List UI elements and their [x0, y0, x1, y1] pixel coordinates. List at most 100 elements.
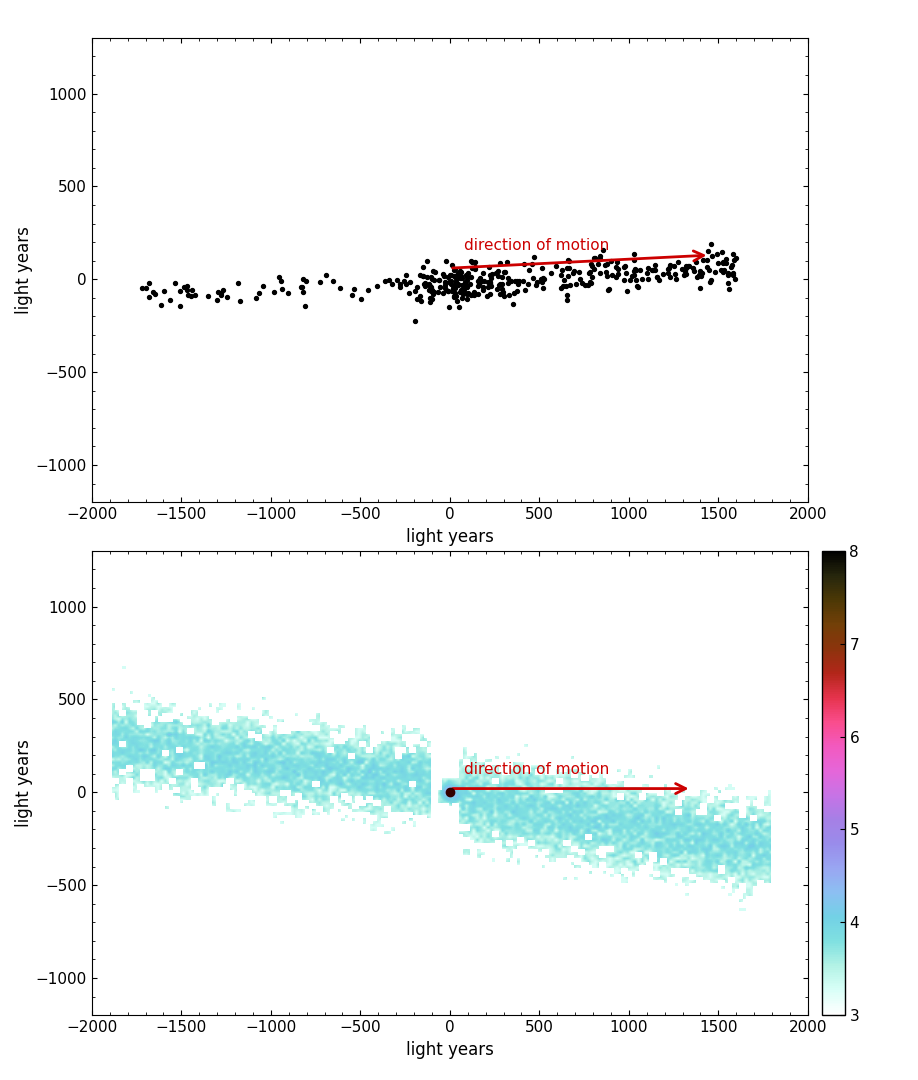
Point — [715, 253, 730, 270]
Point — [600, 267, 615, 284]
Point — [710, 245, 724, 262]
Point — [620, 282, 634, 299]
Point — [450, 293, 465, 310]
Point — [583, 273, 598, 291]
Point — [602, 280, 617, 297]
Point — [681, 258, 696, 275]
Point — [633, 261, 647, 279]
Point — [500, 254, 515, 271]
Point — [509, 282, 524, 299]
Point — [468, 260, 483, 278]
Point — [629, 261, 644, 279]
Point — [421, 275, 436, 293]
Point — [601, 281, 616, 298]
Point — [558, 278, 573, 295]
Point — [689, 268, 704, 285]
Point — [686, 259, 700, 276]
Point — [413, 287, 428, 305]
Point — [500, 274, 515, 292]
Point — [563, 276, 577, 294]
Point — [725, 265, 740, 282]
Point — [453, 262, 467, 280]
Point — [210, 283, 225, 300]
Point — [230, 274, 245, 292]
Point — [459, 291, 474, 308]
Point — [465, 285, 480, 302]
Point — [454, 270, 469, 287]
Point — [460, 285, 475, 302]
Point — [450, 275, 465, 293]
Point — [634, 270, 649, 287]
Point — [476, 265, 490, 282]
Point — [453, 283, 467, 300]
Point — [692, 280, 707, 297]
Point — [256, 278, 271, 295]
Point — [722, 280, 737, 297]
Point — [533, 271, 548, 288]
Point — [142, 274, 157, 292]
Point — [180, 276, 195, 294]
Point — [573, 270, 588, 287]
Point — [476, 279, 490, 296]
Text: direction of motion: direction of motion — [465, 762, 610, 778]
Point — [518, 281, 532, 298]
Point — [295, 279, 309, 296]
Point — [497, 262, 511, 280]
Point — [483, 267, 498, 284]
Point — [398, 266, 413, 283]
Point — [727, 252, 742, 269]
Point — [214, 284, 229, 301]
Point — [725, 256, 740, 273]
Point — [398, 275, 413, 293]
Point — [450, 267, 465, 284]
Point — [701, 261, 716, 279]
Point — [408, 312, 422, 329]
Point — [610, 259, 624, 276]
Point — [675, 260, 689, 278]
Point — [424, 270, 439, 287]
Point — [509, 272, 524, 289]
Point — [435, 284, 450, 301]
Point — [428, 264, 442, 281]
Point — [572, 264, 587, 281]
Point — [617, 258, 632, 275]
Point — [483, 278, 498, 295]
Point — [431, 272, 446, 289]
Point — [446, 287, 461, 305]
Point — [587, 260, 601, 278]
Point — [725, 245, 740, 262]
Point — [416, 267, 431, 284]
Point — [484, 266, 498, 283]
Point — [448, 284, 463, 301]
Point — [453, 281, 468, 298]
Point — [452, 298, 466, 315]
Point — [471, 276, 486, 294]
Point — [627, 245, 642, 262]
Point — [455, 289, 470, 307]
Point — [473, 273, 487, 291]
Point — [412, 267, 427, 284]
Point — [437, 267, 452, 284]
Point — [219, 288, 234, 306]
Point — [332, 280, 347, 297]
Point — [467, 286, 482, 303]
Point — [216, 282, 230, 299]
Point — [467, 254, 482, 271]
Point — [441, 269, 455, 286]
Point — [483, 275, 498, 293]
Point — [443, 275, 458, 293]
Point — [476, 282, 490, 299]
Point — [467, 284, 482, 301]
Point — [584, 274, 599, 292]
Point — [495, 281, 509, 298]
Point — [459, 278, 474, 295]
Point — [425, 282, 440, 299]
Point — [176, 279, 191, 296]
Point — [454, 276, 469, 294]
Point — [249, 289, 263, 307]
Point — [153, 296, 168, 313]
Point — [453, 268, 468, 285]
Point — [163, 292, 178, 309]
Point — [555, 278, 570, 295]
Point — [569, 275, 584, 293]
